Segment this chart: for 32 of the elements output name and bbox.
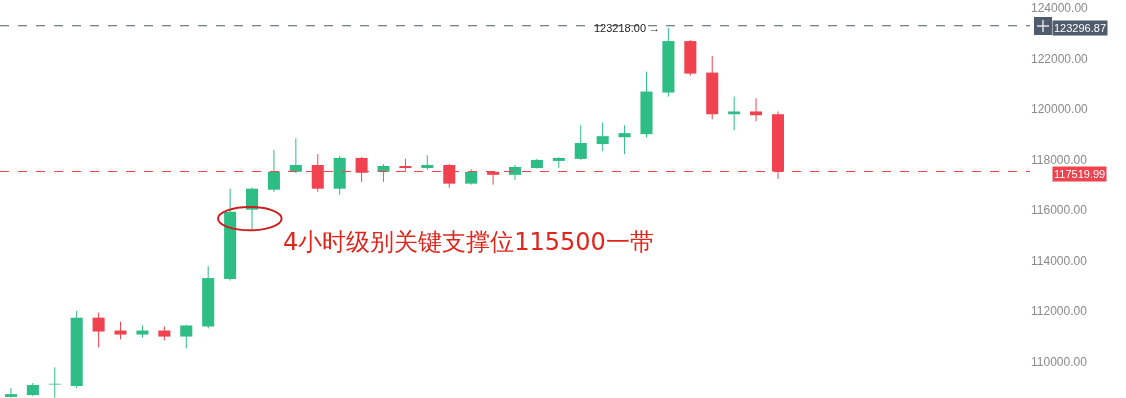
candlestick: [70, 310, 83, 389]
y-tick-label: 122000.00: [1031, 51, 1089, 66]
candlestick: [377, 163, 390, 183]
candlestick: [706, 55, 719, 120]
y-tick-label: 120000.00: [1031, 102, 1089, 117]
candlestick: [48, 366, 61, 398]
candlestick: [465, 168, 478, 186]
y-tick-label: 114000.00: [1031, 253, 1088, 268]
candlestick: [684, 39, 697, 77]
candlestick: [136, 324, 149, 339]
candlestick: [92, 312, 105, 348]
ref-line-label: 123296.87: [1054, 22, 1106, 34]
candlestick: [202, 265, 215, 329]
y-tick-label: 110000.00: [1031, 354, 1088, 369]
annotation: 123218.00 →: [594, 22, 661, 34]
y-tick-label: 112000.00: [1031, 304, 1088, 319]
candlestick: [574, 124, 587, 161]
candlestick: [618, 124, 631, 155]
y-tick-label: 118000.00: [1031, 152, 1088, 167]
y-tick-label: 124000.00: [1031, 1, 1089, 16]
candlestick: [596, 121, 609, 152]
candlestick: [640, 71, 653, 138]
annotation: 4小时级别关键支撑位115500一带: [283, 228, 654, 256]
ref-line-label: 117519.99: [1054, 168, 1106, 180]
candlestick: [662, 27, 675, 98]
candlestick: [114, 321, 127, 340]
candlestick: [158, 325, 171, 341]
candlestick: [4, 387, 17, 398]
candlestick: [180, 324, 193, 349]
y-tick-label: 116000.00: [1031, 203, 1088, 218]
candlestick: [333, 155, 346, 196]
candlestick: [728, 96, 741, 131]
